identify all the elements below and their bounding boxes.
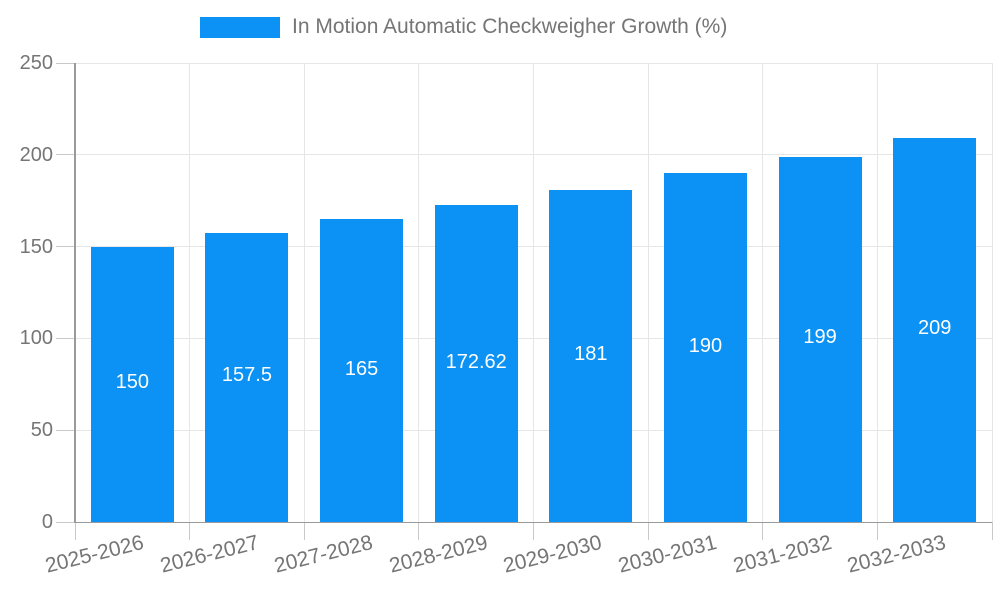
gridline-vertical xyxy=(991,63,993,522)
gridline-vertical xyxy=(418,63,420,522)
gridline-vertical xyxy=(876,63,878,522)
bar[interactable] xyxy=(893,138,977,522)
bar[interactable] xyxy=(90,246,174,522)
y-axis-tick xyxy=(56,521,75,523)
bar-value-label: 181 xyxy=(574,342,608,365)
bar[interactable] xyxy=(663,173,747,522)
legend: In Motion Automatic Checkweigher Growth … xyxy=(0,0,1000,55)
y-axis-line xyxy=(74,63,76,523)
x-tick-label: 2026-2027 xyxy=(157,531,261,578)
x-tick-label: 2025-2026 xyxy=(42,531,146,578)
y-axis-tick xyxy=(56,429,75,431)
bar[interactable] xyxy=(434,205,518,522)
legend-item[interactable]: In Motion Automatic Checkweigher Growth … xyxy=(200,15,727,39)
y-tick-label: 100 xyxy=(19,327,53,350)
x-tick-label: 2029-2030 xyxy=(501,531,605,578)
gridline-vertical xyxy=(762,63,764,522)
gridline-vertical xyxy=(303,63,305,522)
y-axis-tick xyxy=(56,62,75,64)
y-tick-label: 250 xyxy=(19,52,53,74)
x-axis-line xyxy=(75,521,992,523)
gridline-vertical xyxy=(647,63,649,522)
y-axis-tick xyxy=(56,246,75,248)
bar[interactable] xyxy=(320,219,404,522)
gridline-vertical xyxy=(533,63,534,522)
y-axis-tick xyxy=(56,337,75,339)
y-tick-label: 200 xyxy=(19,143,53,166)
x-tick-label: 2030-2031 xyxy=(615,531,720,578)
x-axis-tick xyxy=(303,522,305,540)
plot-area: 150 157.5 165 172.62 181 190 199 209 xyxy=(75,62,993,522)
bar-value-label: 209 xyxy=(918,317,952,340)
legend-label: In Motion Automatic Checkweigher Growth … xyxy=(292,15,728,38)
bar-value-label: 150 xyxy=(115,371,149,394)
legend-swatch-icon xyxy=(200,16,280,38)
bar[interactable] xyxy=(778,156,862,522)
x-tick-label: 2028-2029 xyxy=(386,531,490,578)
y-axis-tick xyxy=(56,154,75,156)
bar-value-label: 199 xyxy=(803,326,837,349)
bar-value-label: 157.5 xyxy=(221,364,272,387)
bar-value-label: 190 xyxy=(688,334,723,357)
x-axis-tick xyxy=(533,522,534,540)
bar[interactable] xyxy=(549,189,633,522)
y-tick-label: 50 xyxy=(30,419,53,442)
x-axis-tick xyxy=(762,522,764,540)
x-axis-tick xyxy=(991,522,993,540)
y-tick-label: 0 xyxy=(41,511,53,533)
gridline-vertical xyxy=(189,63,191,522)
x-axis-tick xyxy=(876,522,878,540)
x-tick-label: 2032-2033 xyxy=(845,531,949,578)
y-tick-label: 150 xyxy=(19,235,53,258)
x-tick-label: 2027-2028 xyxy=(272,531,376,578)
bar-value-label: 165 xyxy=(344,357,379,380)
x-axis-tick xyxy=(647,522,649,540)
bar-value-label: 172.62 xyxy=(445,350,507,373)
x-axis-tick xyxy=(74,522,76,540)
x-axis-tick xyxy=(418,522,420,540)
x-axis-tick xyxy=(189,522,191,540)
x-tick-label: 2031-2032 xyxy=(730,531,834,578)
bar[interactable] xyxy=(205,232,289,522)
